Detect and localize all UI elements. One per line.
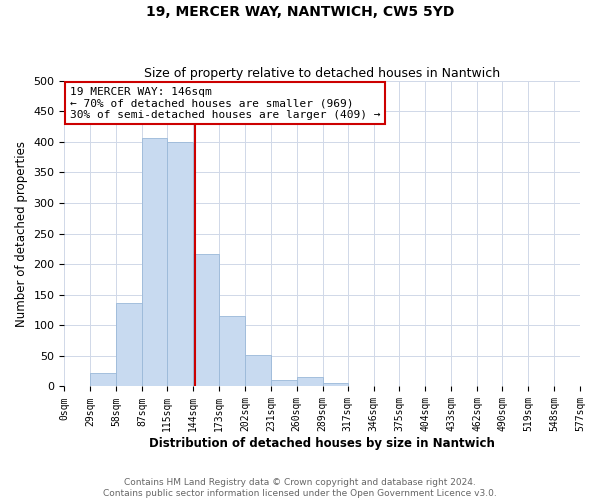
Text: Contains HM Land Registry data © Crown copyright and database right 2024.
Contai: Contains HM Land Registry data © Crown c… (103, 478, 497, 498)
Bar (297, 376, 323, 386)
Text: 19 MERCER WAY: 146sqm
← 70% of detached houses are smaller (969)
30% of semi-det: 19 MERCER WAY: 146sqm ← 70% of detached … (70, 87, 380, 120)
Bar (323, 384, 347, 386)
X-axis label: Distribution of detached houses by size in Nantwich: Distribution of detached houses by size … (149, 437, 495, 450)
Bar (142, 138, 167, 386)
Bar (116, 302, 142, 386)
Bar (245, 354, 271, 386)
Bar (193, 254, 219, 386)
Bar (219, 316, 245, 386)
Title: Size of property relative to detached houses in Nantwich: Size of property relative to detached ho… (144, 66, 500, 80)
Text: 19, MERCER WAY, NANTWICH, CW5 5YD: 19, MERCER WAY, NANTWICH, CW5 5YD (146, 5, 454, 19)
Bar (91, 373, 116, 386)
Bar (271, 380, 297, 386)
Bar (167, 142, 193, 386)
Y-axis label: Number of detached properties: Number of detached properties (15, 140, 28, 326)
